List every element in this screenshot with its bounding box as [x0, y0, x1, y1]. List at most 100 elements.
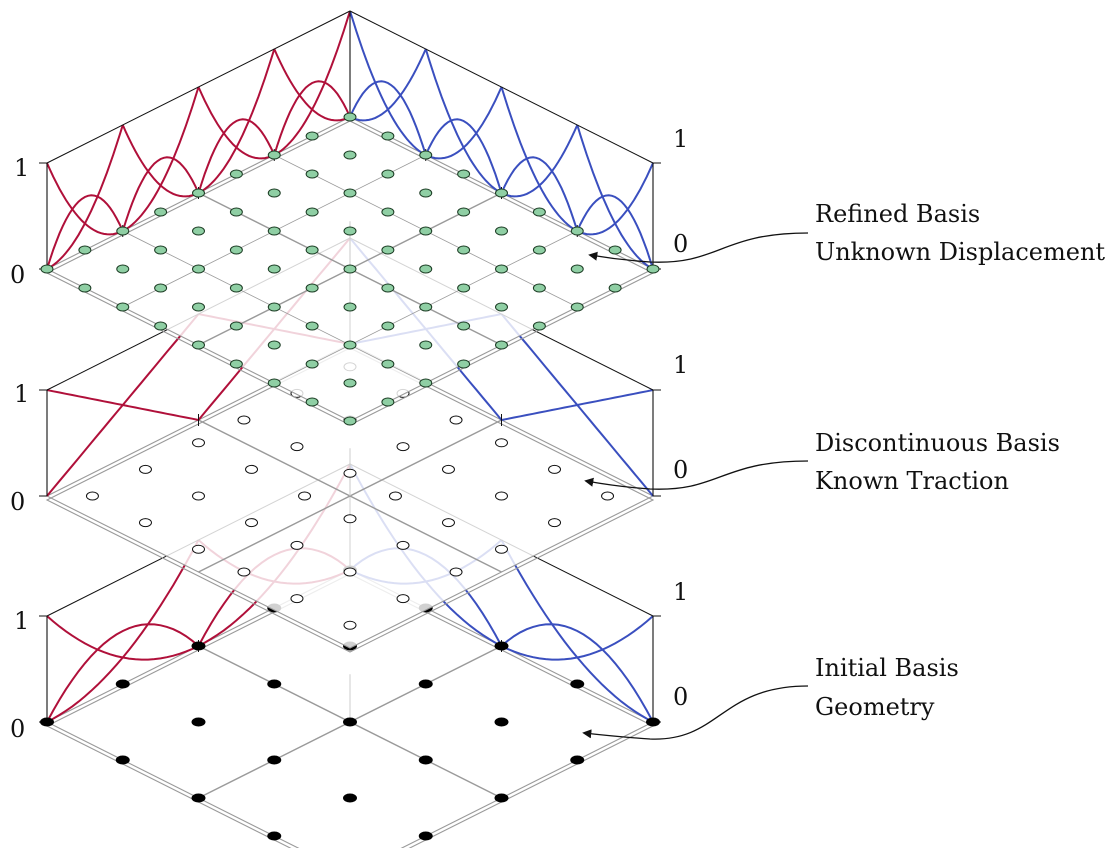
basis-node: [305, 321, 319, 331]
basis-node: [457, 283, 471, 293]
caption-discontinuous: Discontinuous Basis Known Traction: [584, 429, 1060, 495]
basis-node: [548, 464, 562, 474]
basis-node: [267, 150, 281, 160]
basis-node: [343, 416, 357, 426]
basis-node: [532, 321, 546, 331]
basis-node: [305, 131, 319, 141]
right-basis-curve: [349, 48, 427, 122]
refined-right-axis-one: 1: [673, 125, 688, 153]
basis-node: [646, 264, 660, 274]
basis-node: [192, 264, 205, 274]
basis-node: [343, 717, 357, 727]
basis-node: [381, 397, 395, 407]
refined-basis-axes: [39, 10, 661, 270]
left-basis-curve: [46, 539, 200, 723]
basis-node: [381, 359, 395, 369]
right-basis-curve: [576, 194, 654, 270]
basis-node: [78, 245, 92, 255]
basis-node: [192, 544, 205, 554]
basis-node: [396, 540, 410, 550]
layer-refined-basis: 1 0 1 0: [10, 10, 688, 426]
left-basis-curve: [46, 124, 124, 270]
basis-node: [449, 415, 463, 425]
initial-caption-arrow: [582, 685, 809, 740]
basis-node: [457, 321, 471, 331]
basis-node: [237, 415, 251, 425]
basis-node: [570, 264, 584, 274]
basis-node: [229, 359, 243, 369]
basis-node: [646, 717, 660, 727]
basis-node: [418, 679, 433, 689]
basis-node: [267, 755, 282, 765]
basis-node: [343, 514, 357, 524]
basis-node: [192, 188, 205, 198]
basis-node: [418, 755, 433, 765]
basis-node: [457, 359, 471, 369]
basis-node: [343, 226, 357, 236]
initial-right-axis-one: 1: [673, 578, 688, 606]
basis-node: [570, 755, 585, 765]
basis-node: [154, 321, 168, 331]
basis-node: [343, 567, 357, 577]
basis-node: [419, 188, 433, 198]
basis-node: [532, 283, 546, 293]
basis-node: [570, 226, 584, 236]
basis-node: [298, 491, 312, 501]
basis-node: [495, 226, 508, 236]
basis-node: [245, 464, 259, 474]
initial-caption-line1: Initial Basis: [815, 654, 959, 682]
discontinuous-basis-nodes: [85, 362, 615, 630]
refined-caption-arrow: [588, 232, 809, 263]
basis-node: [116, 302, 130, 312]
discontinuous-caption-line1: Discontinuous Basis: [815, 429, 1060, 457]
basis-node: [388, 491, 402, 501]
basis-node: [245, 518, 259, 528]
basis-node: [381, 131, 395, 141]
basis-node: [267, 226, 281, 236]
basis-node: [267, 378, 281, 388]
refined-left-axis-one: 1: [14, 154, 29, 182]
basis-node: [138, 518, 152, 528]
refined-caption-line2: Unknown Displacement: [815, 238, 1105, 266]
basis-node: [229, 207, 243, 217]
left-basis-curve: [46, 313, 200, 497]
basis-node: [419, 150, 433, 160]
basis-node: [267, 302, 281, 312]
basis-node: [192, 491, 205, 501]
basis-node: [343, 150, 357, 160]
left-basis-curve: [46, 615, 199, 661]
basis-node: [570, 302, 584, 312]
basis-node: [290, 540, 304, 550]
basis-node: [191, 641, 206, 651]
basis-node: [191, 793, 206, 803]
left-basis-curve: [46, 623, 200, 723]
basis-node: [192, 226, 205, 236]
basis-node: [570, 679, 585, 689]
left-basis-curve: [273, 10, 351, 156]
basis-node: [229, 245, 243, 255]
basis-node: [441, 518, 455, 528]
basis-node: [192, 340, 205, 350]
basis-node: [457, 169, 471, 179]
basis-node: [343, 302, 357, 312]
discontinuous-right-axis-zero: 0: [673, 456, 688, 484]
basis-node: [267, 264, 281, 274]
basis-node: [495, 491, 508, 501]
right-basis-curve: [500, 623, 654, 723]
basis-node: [419, 264, 433, 274]
basis-node: [154, 207, 168, 217]
right-basis-curve: [501, 124, 579, 198]
basis-node: [601, 491, 615, 501]
basis-node: [343, 793, 357, 803]
basis-node: [532, 245, 546, 255]
refined-right-axis-zero: 0: [673, 230, 688, 258]
basis-node: [343, 340, 357, 350]
discontinuous-left-axis-zero: 0: [10, 488, 25, 516]
basis-node: [396, 442, 410, 452]
basis-node: [267, 188, 281, 198]
basis-node: [343, 468, 357, 478]
initial-caption-line2: Geometry: [815, 693, 935, 721]
initial-right-axis-zero: 0: [673, 683, 688, 711]
basis-node: [441, 464, 455, 474]
basis-node: [457, 245, 471, 255]
